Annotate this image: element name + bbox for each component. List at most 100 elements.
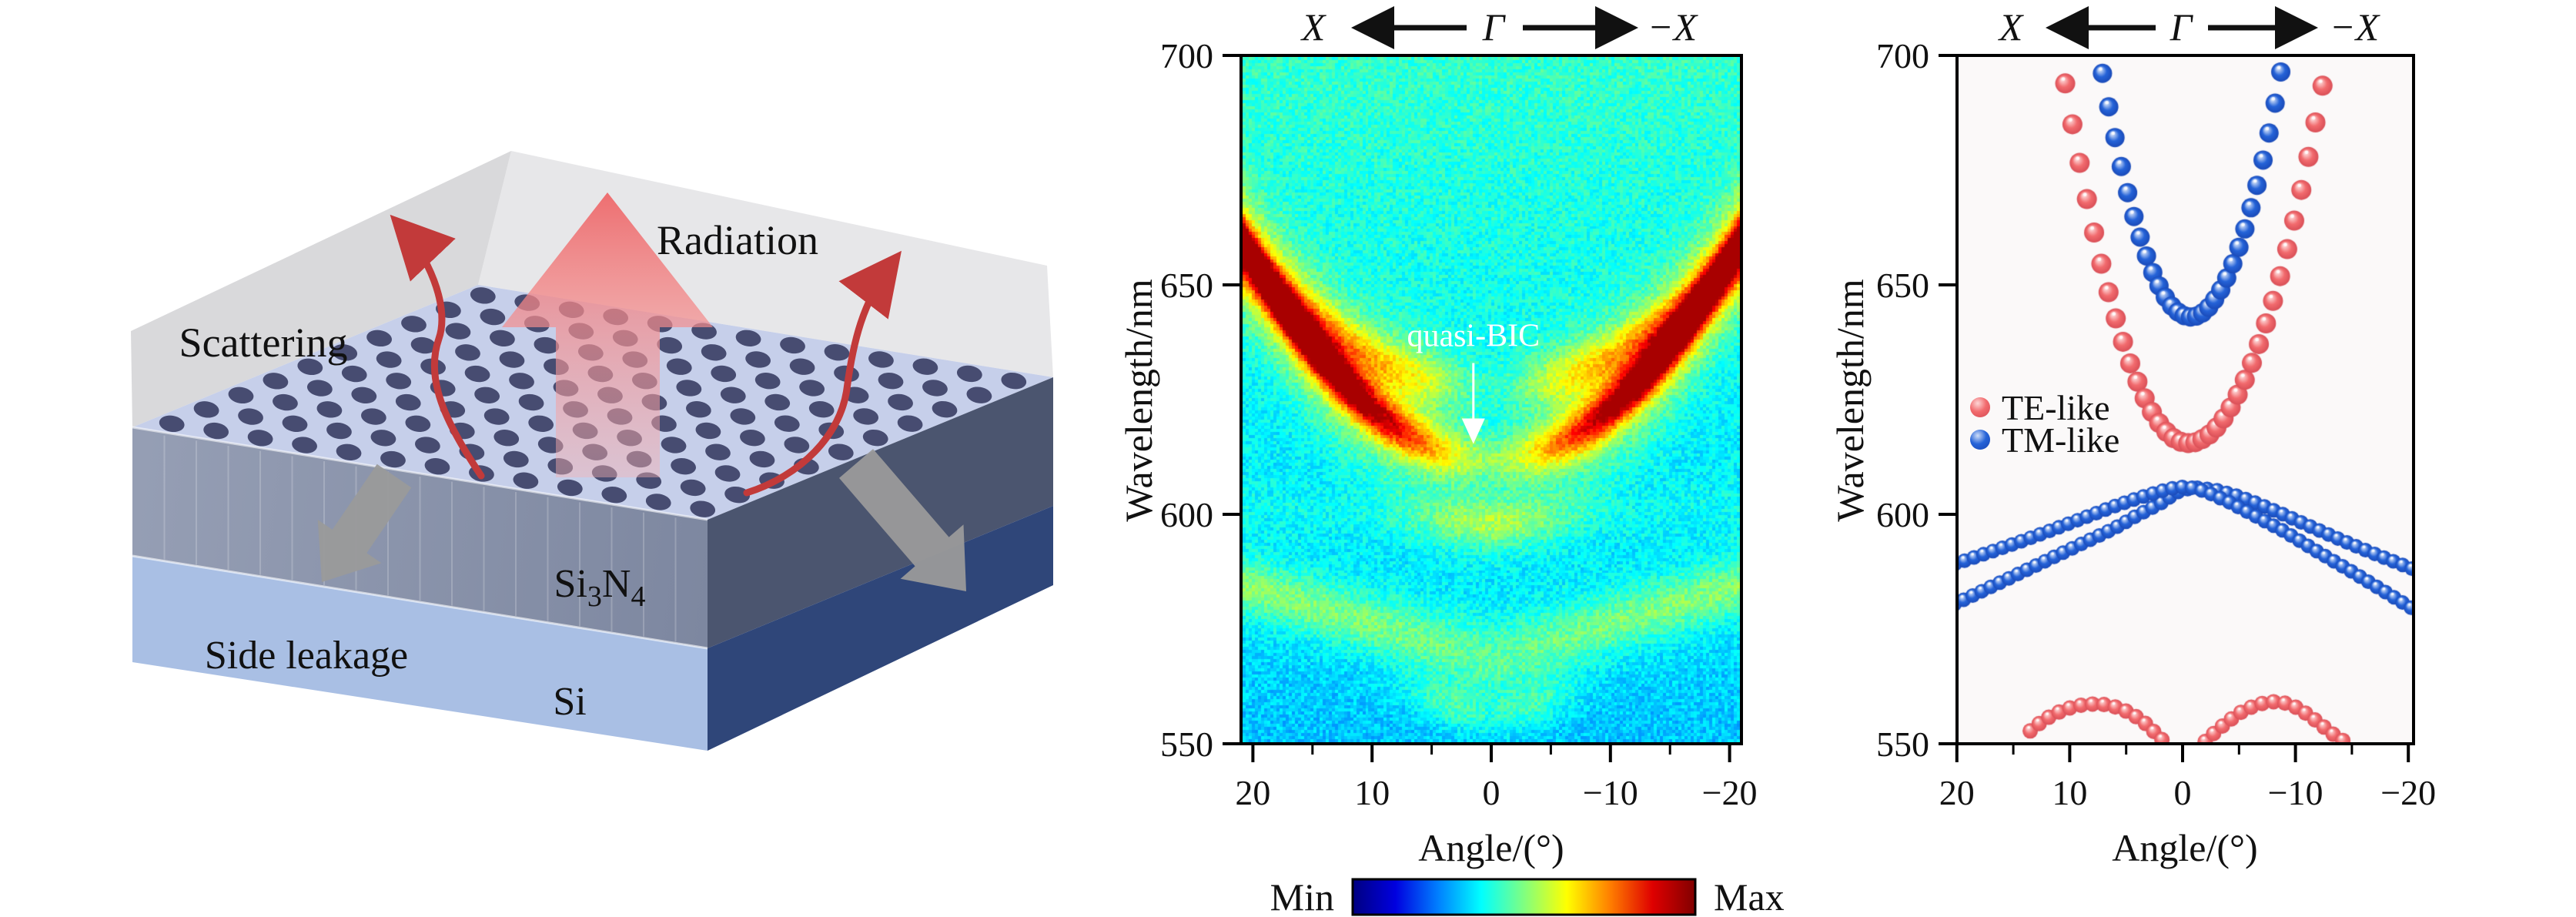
air-hole-icon xyxy=(568,323,594,340)
air-hole-icon xyxy=(676,380,702,397)
si3n4-face-striations xyxy=(163,435,677,642)
air-hole-icon xyxy=(597,387,623,403)
scattering-label: Scattering xyxy=(179,320,348,366)
side-leakage-arrow-right-icon xyxy=(839,449,966,591)
air-hole-icon xyxy=(868,351,894,368)
si-side-face xyxy=(708,506,1053,751)
air-hole-icon xyxy=(436,301,461,319)
air-hole-icon xyxy=(480,308,506,326)
air-hole-icon xyxy=(666,358,692,375)
air-hole-icon xyxy=(680,479,706,497)
air-hole-icon xyxy=(714,465,741,482)
air-hole-icon xyxy=(862,429,888,447)
air-hole-icon xyxy=(843,387,869,403)
air-hole-icon xyxy=(587,365,614,383)
air-hole-icon xyxy=(544,358,569,375)
scatter-y-axis-title: Wavelength/nm xyxy=(1828,279,1872,521)
air-hole-icon xyxy=(685,401,711,418)
air-hole-icon xyxy=(474,387,500,403)
si3n4-label: Si3N4 xyxy=(554,562,646,613)
si3n4-si-boundary-highlight xyxy=(132,554,708,650)
air-hole-icon xyxy=(537,437,564,453)
bz-label-Gamma-right: Γ xyxy=(2170,5,2194,49)
bz-label-X: X xyxy=(1300,5,1327,49)
air-hole-icon xyxy=(808,400,835,418)
air-hole-icon xyxy=(159,415,185,433)
air-hole-icon xyxy=(591,465,617,482)
air-hole-icon xyxy=(956,365,982,383)
air-hole-icon xyxy=(445,323,471,340)
air-hole-icon xyxy=(401,316,427,333)
air-hole-icon xyxy=(759,472,785,489)
air-hole-icon xyxy=(336,443,362,460)
air-hole-icon xyxy=(509,373,534,390)
air-hole-icon xyxy=(228,387,254,404)
si-front-face xyxy=(132,556,708,751)
air-hole-icon xyxy=(282,415,308,433)
air-hole-icon xyxy=(464,365,490,383)
bz-label-X-right: X xyxy=(1998,5,2025,49)
air-hole-icon xyxy=(247,430,273,447)
air-hole-icon xyxy=(622,351,648,368)
air-hole-icon xyxy=(503,450,529,468)
side-leakage-arrows xyxy=(317,449,966,591)
colorbar-min-label: Min xyxy=(1270,875,1334,917)
air-hole-icon xyxy=(563,401,588,418)
air-hole-icon xyxy=(528,415,554,432)
air-hole-icon xyxy=(661,437,687,453)
air-hole-icon xyxy=(711,365,737,383)
air-hole-icon xyxy=(469,465,494,482)
air-hole-icon xyxy=(740,429,765,447)
air-hole-icon xyxy=(483,408,510,425)
x-tick-label: −20 xyxy=(1702,773,1758,812)
air-hole-icon xyxy=(360,408,386,425)
air-hole-icon xyxy=(553,380,579,397)
air-hole-icon xyxy=(888,393,913,411)
si3n4-label-sub2: 4 xyxy=(631,581,645,613)
photonic-crystal-holes xyxy=(159,287,1027,517)
air-hole-icon xyxy=(754,373,781,390)
x-tick-label: 20 xyxy=(1939,773,1975,812)
air-hole-icon xyxy=(547,458,574,475)
air-hole-icon xyxy=(695,422,721,440)
x-tick-label: −10 xyxy=(2268,773,2323,812)
air-hole-icon xyxy=(557,479,583,497)
angle-resolved-spectrum-heatmap xyxy=(1243,57,1740,742)
radiation-plane-shaded xyxy=(131,151,511,427)
air-hole-icon xyxy=(514,294,540,311)
air-hole-icon xyxy=(420,358,446,376)
air-hole-icon xyxy=(828,443,854,460)
air-hole-icon xyxy=(824,344,850,361)
air-hole-icon xyxy=(645,494,671,510)
air-hole-icon xyxy=(238,408,263,425)
air-hole-icon xyxy=(297,358,323,376)
scattering-arrow-left xyxy=(390,214,485,480)
air-hole-icon xyxy=(410,336,437,354)
air-hole-icon xyxy=(582,443,608,460)
y-tick-label: 600 xyxy=(1160,495,1213,534)
radiation-arrow xyxy=(502,192,713,477)
air-hole-icon xyxy=(273,393,298,411)
air-hole-icon xyxy=(449,422,475,440)
air-hole-icon xyxy=(730,408,756,425)
colorbar: Min Max xyxy=(1270,875,1785,917)
air-hole-icon xyxy=(607,408,633,425)
x-tick-label: 10 xyxy=(1354,773,1390,812)
air-hole-icon xyxy=(626,450,652,468)
scattering-arrow-right xyxy=(743,250,902,497)
air-hole-icon xyxy=(499,351,525,368)
air-hole-icon xyxy=(395,393,421,411)
air-hole-icon xyxy=(513,472,539,489)
air-hole-icon xyxy=(341,365,367,383)
air-hole-icon xyxy=(749,450,775,468)
air-hole-icon xyxy=(724,486,750,504)
air-hole-icon xyxy=(932,400,958,418)
y-tick-label: 550 xyxy=(1876,725,1929,764)
air-hole-icon xyxy=(405,415,431,432)
air-hole-icon xyxy=(701,344,727,361)
air-hole-icon xyxy=(534,336,560,354)
air-hole-icon xyxy=(558,301,584,319)
air-hole-icon xyxy=(415,437,440,453)
air-hole-icon xyxy=(306,380,333,397)
air-hole-icon xyxy=(470,287,496,304)
